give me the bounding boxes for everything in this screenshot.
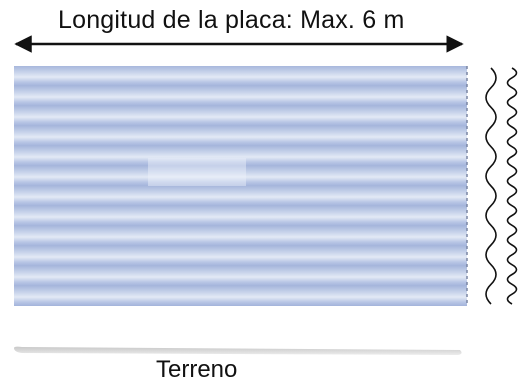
ground-label: Terreno [156,356,238,383]
corrugated-sheet [14,66,467,306]
sheet-profile-wave [485,67,497,305]
corrugation-rib [14,186,467,206]
sheet-length-label: Longitud de la placa: Max. 6 m [58,6,405,34]
corrugation-rib [14,86,467,106]
corrugation-rib [14,106,467,126]
corrugation-rib [14,146,467,166]
corrugation-rib [14,246,467,266]
corrugation-rib [14,266,467,286]
corrugation-rib [14,166,467,186]
corrugation-rib [14,206,467,226]
sheet-highlight [148,158,246,186]
corrugation-rib [14,226,467,246]
corrugation-rib [14,126,467,146]
ground-line [14,346,462,355]
sheet-profile-wave-thick [506,67,518,305]
corrugation-rib [14,286,467,306]
corrugation-rib [14,66,467,86]
